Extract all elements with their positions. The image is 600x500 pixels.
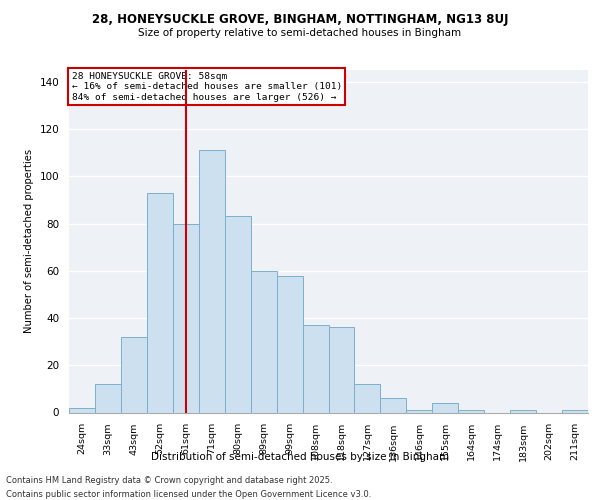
Text: 28 HONEYSUCKLE GROVE: 58sqm
← 16% of semi-detached houses are smaller (101)
84% : 28 HONEYSUCKLE GROVE: 58sqm ← 16% of sem…: [71, 72, 342, 102]
Text: Contains public sector information licensed under the Open Government Licence v3: Contains public sector information licen…: [6, 490, 371, 499]
Text: 28, HONEYSUCKLE GROVE, BINGHAM, NOTTINGHAM, NG13 8UJ: 28, HONEYSUCKLE GROVE, BINGHAM, NOTTINGH…: [92, 12, 508, 26]
Text: Distribution of semi-detached houses by size in Bingham: Distribution of semi-detached houses by …: [151, 452, 449, 462]
Bar: [147, 193, 173, 412]
Bar: [355, 384, 380, 412]
Bar: [458, 410, 484, 412]
Bar: [95, 384, 121, 412]
Bar: [433, 403, 458, 412]
Bar: [406, 410, 432, 412]
Bar: [277, 276, 302, 412]
Bar: [199, 150, 224, 412]
Bar: [302, 325, 329, 412]
Text: Contains HM Land Registry data © Crown copyright and database right 2025.: Contains HM Land Registry data © Crown c…: [6, 476, 332, 485]
Bar: [329, 328, 355, 412]
Bar: [562, 410, 588, 412]
Bar: [69, 408, 95, 412]
Bar: [510, 410, 536, 412]
Text: Size of property relative to semi-detached houses in Bingham: Size of property relative to semi-detach…: [139, 28, 461, 38]
Y-axis label: Number of semi-detached properties: Number of semi-detached properties: [24, 149, 34, 334]
Bar: [225, 216, 251, 412]
Bar: [121, 337, 147, 412]
Bar: [251, 271, 277, 412]
Bar: [380, 398, 406, 412]
Bar: [173, 224, 199, 412]
